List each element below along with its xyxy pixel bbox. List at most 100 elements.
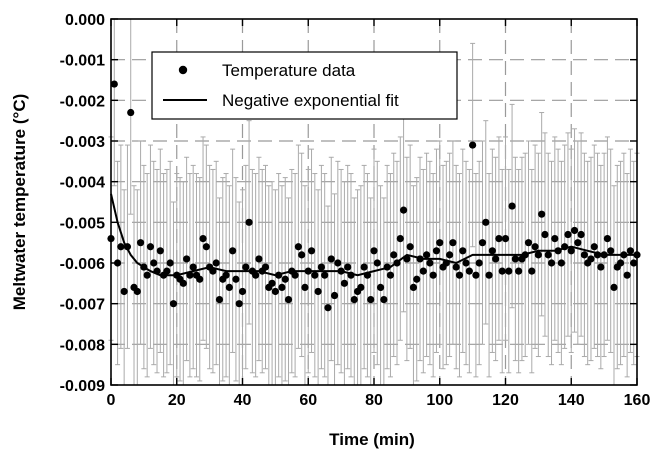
y-tick-label: -0.007 xyxy=(60,297,105,314)
data-point xyxy=(163,267,171,275)
data-point xyxy=(337,267,345,275)
data-point xyxy=(284,296,293,304)
x-tick-label: 40 xyxy=(234,392,252,409)
data-point xyxy=(449,239,457,247)
data-point xyxy=(482,218,490,226)
data-point xyxy=(429,271,437,279)
data-point xyxy=(327,255,335,263)
data-point xyxy=(459,247,467,255)
data-point xyxy=(620,251,628,259)
y-tick-label: -0.004 xyxy=(60,175,105,192)
axis-ticks xyxy=(110,18,638,386)
data-point xyxy=(600,251,608,259)
data-point xyxy=(357,283,365,291)
data-point xyxy=(432,247,441,255)
data-point xyxy=(406,243,414,251)
data-point xyxy=(281,275,289,283)
legend: Temperature data Negative exponential fi… xyxy=(151,51,458,120)
data-point xyxy=(153,267,161,275)
data-point xyxy=(146,243,155,251)
data-point xyxy=(291,271,299,279)
data-point xyxy=(235,300,243,308)
data-point xyxy=(485,271,493,279)
y-tick-label: -0.006 xyxy=(60,256,105,273)
data-point xyxy=(298,251,306,259)
data-point xyxy=(515,267,523,275)
data-point xyxy=(521,251,529,259)
data-point xyxy=(603,235,612,243)
data-point xyxy=(538,210,546,218)
data-point xyxy=(344,263,352,271)
data-point xyxy=(580,251,589,259)
data-point xyxy=(547,259,556,267)
data-point xyxy=(570,226,579,235)
data-point xyxy=(294,243,302,251)
data-point xyxy=(304,267,312,275)
data-point xyxy=(242,263,250,271)
data-point xyxy=(120,287,128,296)
data-point xyxy=(229,247,237,255)
data-point xyxy=(564,230,572,239)
data-point xyxy=(150,259,158,267)
y-axis-title: Meltwater temperature (°C) xyxy=(10,94,29,311)
data-point xyxy=(446,251,454,259)
data-point xyxy=(455,271,464,279)
data-point xyxy=(577,230,585,239)
data-point xyxy=(179,279,187,287)
x-tick-label: 60 xyxy=(299,392,317,409)
data-point xyxy=(399,206,408,214)
data-point xyxy=(321,271,329,279)
data-point xyxy=(442,259,450,267)
data-point xyxy=(597,263,605,271)
legend-marker-temperature-data xyxy=(178,65,188,75)
data-point xyxy=(610,283,618,291)
y-tick-label: -0.002 xyxy=(60,93,105,110)
data-point xyxy=(183,255,191,263)
data-point xyxy=(469,141,477,149)
data-point xyxy=(261,263,270,271)
y-tick-label: -0.003 xyxy=(60,134,105,151)
data-point xyxy=(143,271,151,279)
data-points xyxy=(107,80,641,312)
data-point xyxy=(363,271,372,279)
data-point xyxy=(222,271,230,279)
data-point xyxy=(278,283,286,291)
data-point xyxy=(127,108,135,117)
data-point xyxy=(554,247,562,255)
data-point xyxy=(462,259,470,267)
legend-label-exponential-fit: Negative exponential fit xyxy=(222,91,399,110)
x-tick-label: 0 xyxy=(107,392,116,409)
data-point xyxy=(380,296,388,304)
data-point xyxy=(423,251,431,259)
data-point xyxy=(307,247,316,255)
data-point xyxy=(452,263,460,271)
data-point xyxy=(383,263,391,271)
data-point xyxy=(501,235,510,243)
data-point xyxy=(534,251,542,259)
data-point xyxy=(524,239,533,247)
data-point xyxy=(196,275,204,283)
data-point xyxy=(386,271,395,279)
data-point xyxy=(607,247,615,255)
data-point xyxy=(238,287,247,296)
data-point xyxy=(567,247,575,255)
data-point xyxy=(390,251,398,259)
data-point xyxy=(587,255,595,263)
data-point xyxy=(215,296,224,304)
data-point xyxy=(393,259,401,267)
data-point xyxy=(186,271,194,279)
data-point xyxy=(350,296,358,304)
data-point xyxy=(169,300,178,308)
data-point xyxy=(334,259,342,267)
y-tick-label: -0.001 xyxy=(60,53,105,70)
y-tick-label: -0.009 xyxy=(60,378,105,395)
data-point xyxy=(495,235,503,243)
data-point xyxy=(396,235,404,243)
data-point xyxy=(574,239,582,247)
data-point xyxy=(271,287,279,296)
data-point xyxy=(360,263,368,271)
data-point xyxy=(616,259,625,267)
x-tick-label: 80 xyxy=(365,392,383,409)
data-point xyxy=(590,243,598,251)
data-point xyxy=(511,255,519,263)
